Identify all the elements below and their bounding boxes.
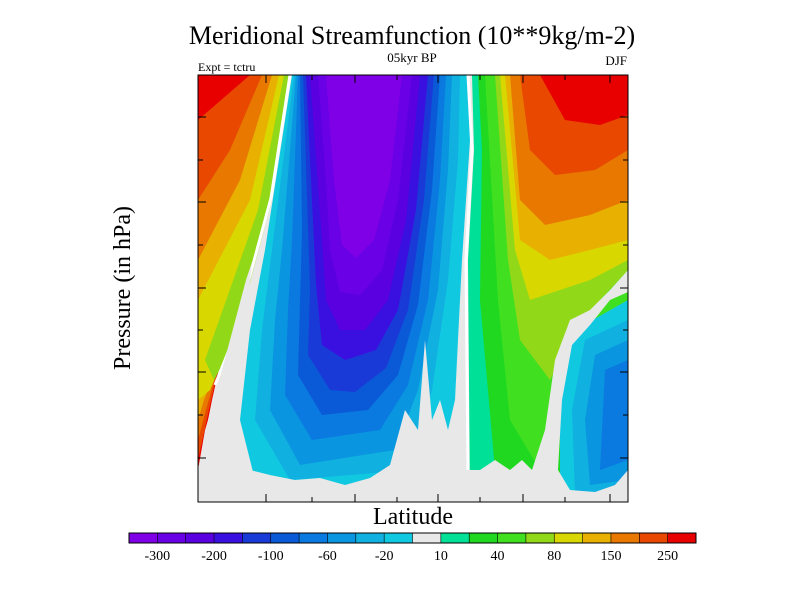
colorbar-swatch bbox=[270, 533, 300, 543]
colorbar-swatch bbox=[185, 533, 215, 543]
chart-subtitle-experiment: Expt = tctru bbox=[198, 60, 255, 74]
colorbar-tick-label: 250 bbox=[657, 549, 678, 564]
colorbar-swatch bbox=[525, 533, 555, 543]
contour-band-north-pocket bbox=[600, 360, 628, 470]
colorbar-tick-label: -20 bbox=[375, 549, 394, 564]
colorbar-tick-label: -100 bbox=[258, 549, 284, 564]
colorbar-tick-label: 40 bbox=[491, 549, 505, 564]
contour-layers bbox=[198, 75, 628, 502]
colorbar-swatch bbox=[412, 533, 442, 543]
colorbar-swatch bbox=[497, 533, 527, 543]
colorbar-swatch bbox=[610, 533, 640, 543]
colorbar-tick-label: -200 bbox=[201, 549, 227, 564]
colorbar-swatch bbox=[554, 533, 583, 543]
colorbar-tick-label: -300 bbox=[145, 549, 171, 564]
contour-band-north-positive bbox=[540, 75, 628, 125]
chart-subtitle-period: 05kyr BP bbox=[387, 50, 436, 65]
colorbar-swatch bbox=[129, 533, 158, 543]
colorbar-swatch bbox=[327, 533, 357, 543]
colorbar-swatch bbox=[440, 533, 470, 543]
colorbar bbox=[128, 532, 697, 544]
colorbar-swatch bbox=[667, 533, 697, 543]
colorbar-swatch bbox=[582, 533, 612, 543]
colorbar-swatch bbox=[469, 533, 498, 543]
colorbar-swatch bbox=[355, 533, 385, 543]
colorbar-tick-label: -60 bbox=[318, 549, 337, 564]
colorbar-tick-label: 80 bbox=[547, 549, 561, 564]
colorbar-tick-label: 10 bbox=[434, 549, 448, 564]
zero-contour-north bbox=[464, 75, 474, 471]
terrain-mask-surface bbox=[198, 270, 628, 502]
colorbar-frame bbox=[128, 532, 697, 544]
y-axis-label: Pressure (in hPa) bbox=[110, 206, 136, 370]
axis-ticks bbox=[198, 75, 628, 502]
chart-subtitle-season: DJF bbox=[605, 53, 627, 68]
colorbar-swatch bbox=[384, 533, 413, 543]
colorbar-labels: -300 -200 -100 -60 -20 10 40 80 150 250 bbox=[145, 549, 679, 564]
terrain-mask bbox=[198, 262, 628, 502]
colorbar-swatch bbox=[639, 533, 668, 543]
contour-field bbox=[198, 75, 628, 502]
colorbar-swatch bbox=[299, 533, 328, 543]
colorbar-swatch bbox=[157, 533, 186, 543]
contour-band-south-positive bbox=[205, 75, 290, 380]
terrain-mask-south bbox=[198, 262, 252, 502]
chart-title: Meridional Streamfunction (10**9kg/m-2) bbox=[189, 21, 635, 50]
colorbar-swatch bbox=[214, 533, 243, 543]
x-axis-label: Latitude bbox=[373, 504, 453, 530]
contour-band-hadley-negative bbox=[326, 75, 402, 258]
colorbar-swatch bbox=[242, 533, 272, 543]
colorbar-tick-label: 150 bbox=[600, 549, 621, 564]
